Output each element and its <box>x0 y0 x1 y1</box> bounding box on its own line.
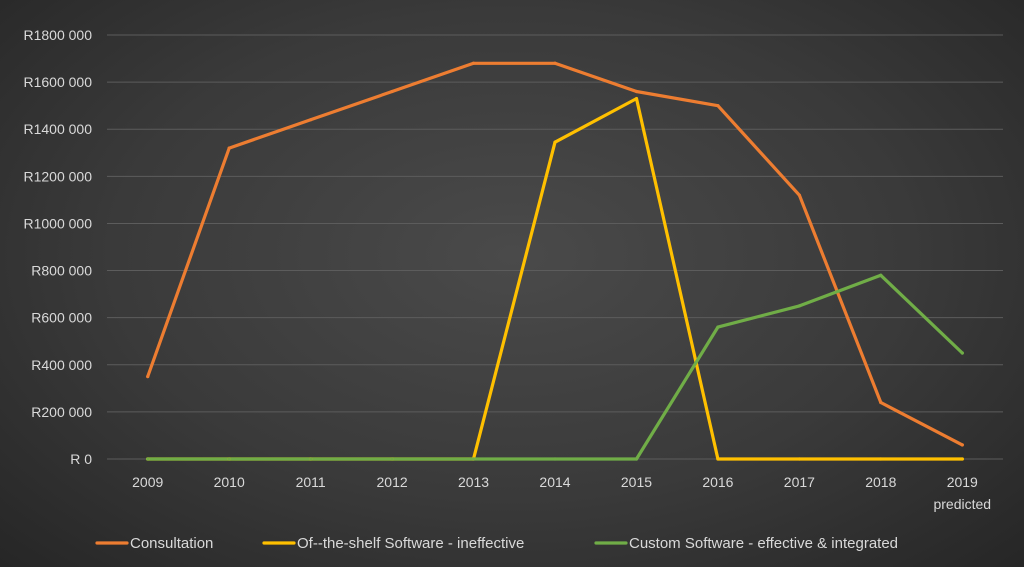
data-point <box>716 325 720 329</box>
data-point <box>634 457 639 461</box>
y-tick-label: R800 000 <box>31 263 92 279</box>
data-point <box>879 273 883 277</box>
gridlines <box>107 34 1003 460</box>
data-point <box>553 457 557 461</box>
y-tick-label: R1400 000 <box>23 121 92 137</box>
data-point <box>227 457 231 461</box>
data-point <box>471 457 476 461</box>
x-tick-label: 2010 <box>214 474 245 490</box>
data-point <box>960 443 964 447</box>
y-tick-label: R 0 <box>70 451 92 467</box>
x-tick-label: 2017 <box>784 474 815 490</box>
data-point <box>227 146 231 150</box>
data-point <box>634 89 639 94</box>
data-point <box>634 97 639 101</box>
data-point <box>960 457 964 461</box>
data-point <box>879 400 883 405</box>
legend-label: Consultation <box>130 535 213 552</box>
x-tick-label: 2014 <box>539 474 570 490</box>
x-tick-line: 2014 <box>539 474 570 490</box>
x-tick-label: 2019 predicted <box>933 474 991 512</box>
y-tick-label: R1800 000 <box>23 27 92 43</box>
data-point <box>390 89 394 94</box>
data-point <box>309 457 313 461</box>
x-tick-line: 2010 <box>214 474 245 490</box>
x-tick-line: 2012 <box>377 474 408 490</box>
data-point <box>146 457 150 461</box>
y-tick-label: R200 000 <box>31 404 92 420</box>
data-point <box>797 457 801 461</box>
data-point <box>471 61 476 65</box>
x-tick-line: 2015 <box>621 474 652 490</box>
x-tick-label: 2009 <box>132 474 163 490</box>
y-tick-label: R600 000 <box>31 310 92 326</box>
x-tick-label: 2016 <box>702 474 733 490</box>
x-tick-label: 2018 <box>865 474 896 490</box>
data-point <box>797 304 801 308</box>
data-point <box>716 457 720 461</box>
x-axis-ticks: 2009 2010 2011 2012 2013 2014 2015 2016 2017 2018… <box>132 474 991 512</box>
data-point <box>553 140 557 144</box>
data-point <box>797 193 801 197</box>
data-point <box>309 118 313 122</box>
data-point <box>390 457 394 461</box>
legend-label: Custom Software - effective & integrated <box>629 535 898 552</box>
series-line-1 <box>146 96 964 461</box>
series-line-0 <box>146 61 964 447</box>
y-axis-ticks: R 0 R200 000 R400 000 R600 000 R800 000 R1000… <box>23 27 92 467</box>
y-tick-label: R400 000 <box>31 357 92 373</box>
x-tick-line: 2011 <box>296 474 326 490</box>
x-tick-line: predicted <box>933 496 991 512</box>
x-tick-label: 2013 <box>458 474 489 490</box>
x-tick-line: 2018 <box>865 474 896 490</box>
x-tick-line: 2009 <box>132 474 163 490</box>
x-tick-label: 2015 <box>621 474 652 490</box>
x-tick-line: 2016 <box>702 474 733 490</box>
x-tick-line: 2013 <box>458 474 489 490</box>
x-tick-label: 2011 <box>296 474 326 490</box>
data-point <box>879 457 883 461</box>
legend-label: Of--the-shelf Software - ineffective <box>297 535 524 552</box>
x-tick-label: 2012 <box>377 474 408 490</box>
x-tick-line: 2017 <box>784 474 815 490</box>
y-tick-label: R1200 000 <box>23 168 92 184</box>
y-tick-label: R1600 000 <box>23 74 92 90</box>
data-point <box>960 351 964 355</box>
legend: Consultation Of--the-shelf Software - ine… <box>95 535 898 552</box>
data-point <box>146 374 150 379</box>
data-point <box>553 61 557 65</box>
y-tick-label: R1000 000 <box>23 215 92 231</box>
series-lines <box>146 61 964 461</box>
x-tick-line: 2019 <box>947 474 978 490</box>
data-point <box>716 104 720 108</box>
